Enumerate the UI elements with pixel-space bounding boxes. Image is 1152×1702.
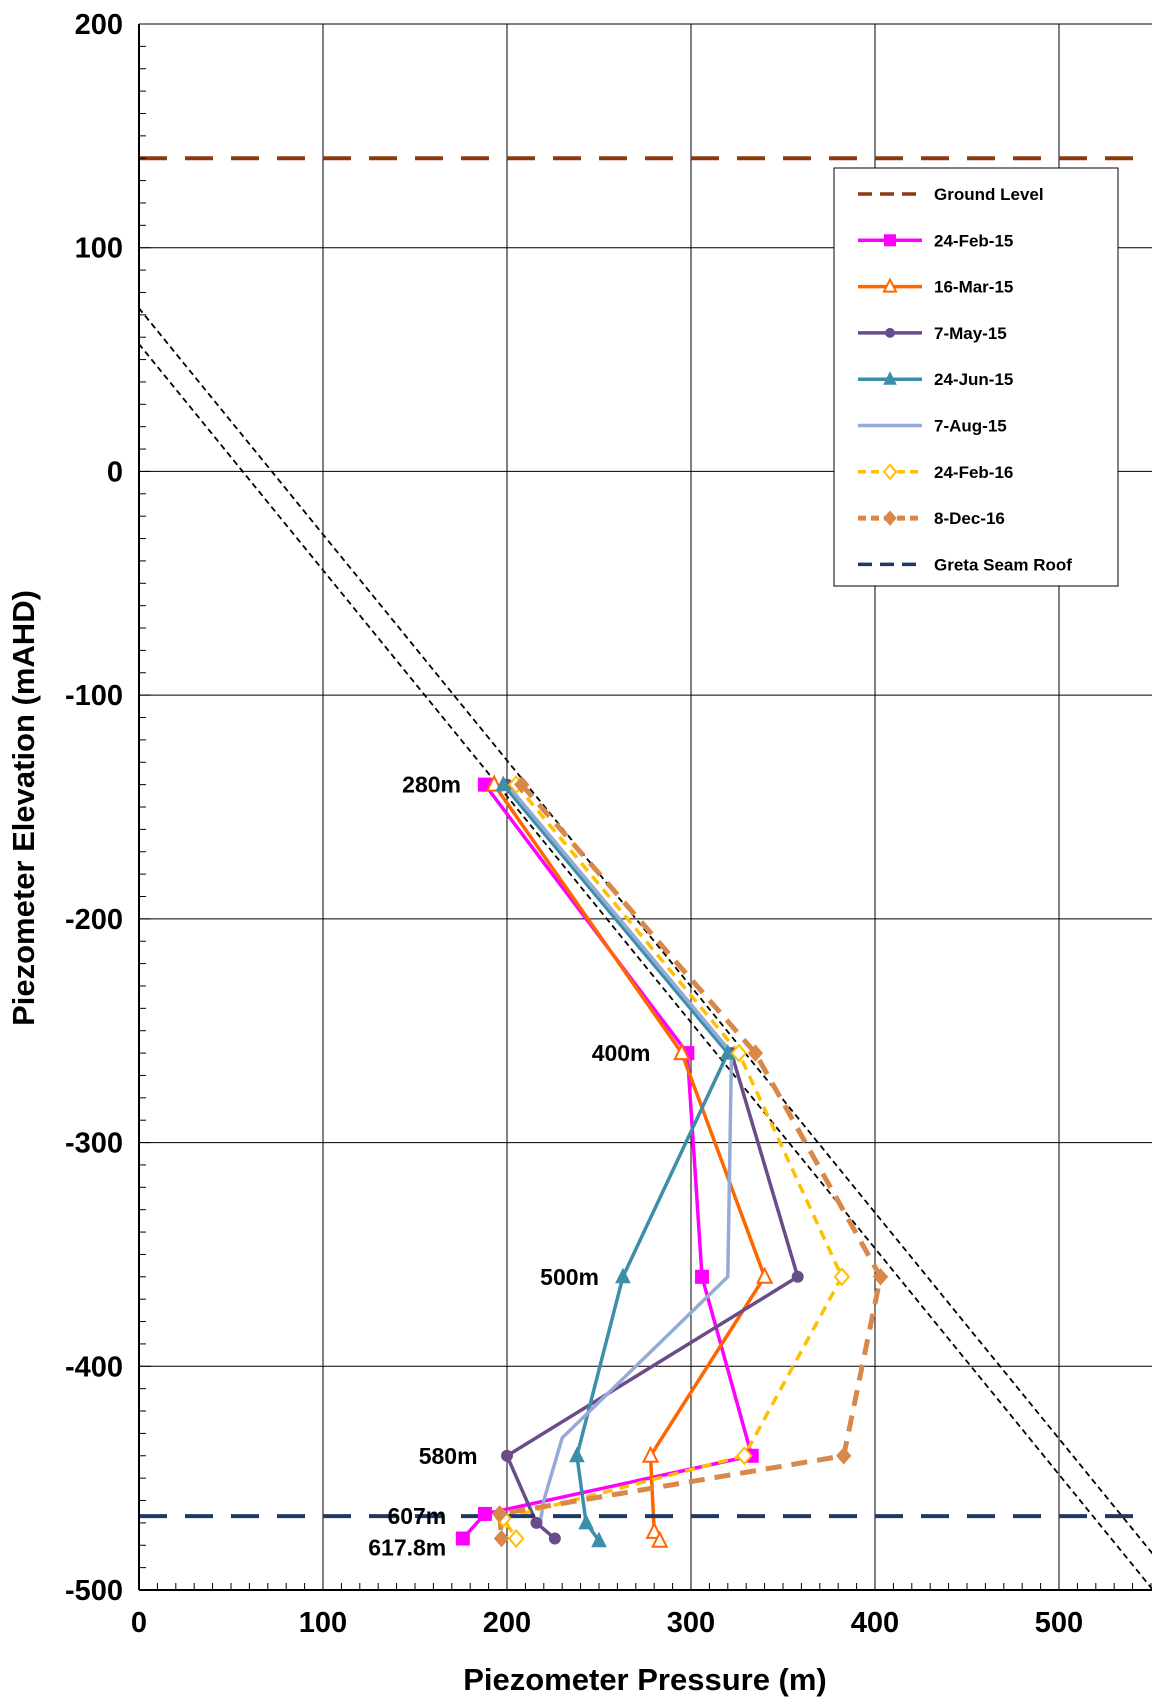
legend-label-2: 16-Mar-15 <box>934 278 1013 297</box>
data-point-1-2 <box>695 1269 710 1284</box>
legend-label-0: Ground Level <box>934 185 1044 204</box>
legend-marker-6 <box>882 463 898 481</box>
y-tick-label: -400 <box>65 1351 123 1383</box>
y-tick-label: 200 <box>75 9 123 41</box>
data-point-7-0 <box>514 775 530 794</box>
data-point-2-1 <box>673 1042 691 1061</box>
data-point-3-4 <box>530 1516 543 1529</box>
x-tick-label: 500 <box>1035 1607 1083 1639</box>
series-line-6 <box>501 783 844 1540</box>
data-point-3-5 <box>548 1532 561 1545</box>
data-point-2-2 <box>755 1266 774 1284</box>
data-point-7-4 <box>491 1505 508 1523</box>
data-point-6-3 <box>736 1446 753 1466</box>
x-tick-label: 0 <box>131 1607 147 1639</box>
data-point-7-1 <box>747 1044 764 1062</box>
depth-labels: 280m 400m 500m 580m 607m 617.8m <box>368 772 650 1561</box>
data-point-4-3 <box>569 1446 585 1463</box>
depth-label: 500m <box>540 1264 599 1290</box>
axes <box>138 23 1152 1591</box>
legend-box <box>833 167 1119 587</box>
tick-labels: -500 -400 -300 -200 -100 0 100 200 0 100 200 300 400… <box>65 9 1083 1639</box>
legend-marker-1 <box>884 234 896 247</box>
data-point-7-3 <box>836 1447 852 1465</box>
reference-lines <box>139 306 1152 1590</box>
data-point-4-2 <box>615 1267 631 1284</box>
data-point-2-4 <box>645 1521 663 1539</box>
x-tick-label: 100 <box>299 1607 347 1639</box>
data-point-2-3 <box>641 1445 660 1463</box>
legend-label-3: 7-May-15 <box>934 324 1007 343</box>
data-point-7-5 <box>493 1529 510 1548</box>
data-point-4-4 <box>578 1513 594 1530</box>
y-tick-label: 0 <box>107 456 123 488</box>
data-point-6-1 <box>730 1043 748 1063</box>
reference-line-1 <box>139 342 1152 1590</box>
depth-label: 607m <box>387 1503 446 1529</box>
data-point-1-5 <box>455 1531 470 1546</box>
data-point-2-5 <box>651 1530 669 1548</box>
legend-label-4: 24-Jun-15 <box>934 370 1013 389</box>
legend-label-6: 24-Feb-16 <box>934 463 1013 482</box>
y-tick-label: -200 <box>65 904 123 936</box>
data-point-4-1 <box>719 1043 736 1060</box>
depth-label: 280m <box>402 772 461 798</box>
y-tick-label: -300 <box>65 1128 123 1160</box>
legend-items: Ground Level 24-Feb-15 16-Mar-15 7-May-15 24… <box>858 185 1072 574</box>
legend-label-7: 8-Dec-16 <box>934 509 1005 528</box>
depth-label: 617.8m <box>368 1534 446 1560</box>
data-point-7-2 <box>872 1268 889 1286</box>
y-tick-label: -500 <box>65 1575 123 1607</box>
legend-marker-4 <box>883 371 897 385</box>
data-point-3-2 <box>791 1270 804 1283</box>
data-point-4-0 <box>495 775 512 792</box>
marker-layer <box>455 774 889 1549</box>
x-tick-label: 300 <box>667 1607 715 1639</box>
y-axis-title: Piezometer Elevation (mAHD) <box>6 590 41 1026</box>
y-tick-label: -100 <box>65 680 123 712</box>
data-point-6-2 <box>833 1267 851 1287</box>
legend-label-8: Greta Seam Roof <box>934 555 1072 574</box>
x-axis-title: Piezometer Pressure (m) <box>463 1662 827 1697</box>
data-point-4-5 <box>591 1531 607 1548</box>
data-point-6-5 <box>507 1529 525 1549</box>
legend-marker-7 <box>883 510 897 526</box>
legend-marker-3 <box>885 327 895 338</box>
legend: Ground Level 24-Feb-15 16-Mar-15 7-May-15 24… <box>833 167 1119 587</box>
x-tick-label: 200 <box>483 1607 531 1639</box>
data-point-3-3 <box>501 1449 513 1462</box>
depth-label: 400m <box>592 1040 651 1066</box>
y-tick-label: 100 <box>75 233 123 265</box>
depth-label: 580m <box>419 1443 478 1469</box>
reference-line-0 <box>139 306 1152 1555</box>
x-tick-label: 400 <box>851 1607 899 1639</box>
legend-label-5: 7-Aug-15 <box>934 417 1007 436</box>
legend-label-1: 24-Feb-15 <box>934 231 1013 250</box>
data-point-1-4 <box>477 1506 492 1521</box>
legend-marker-2 <box>882 277 898 293</box>
